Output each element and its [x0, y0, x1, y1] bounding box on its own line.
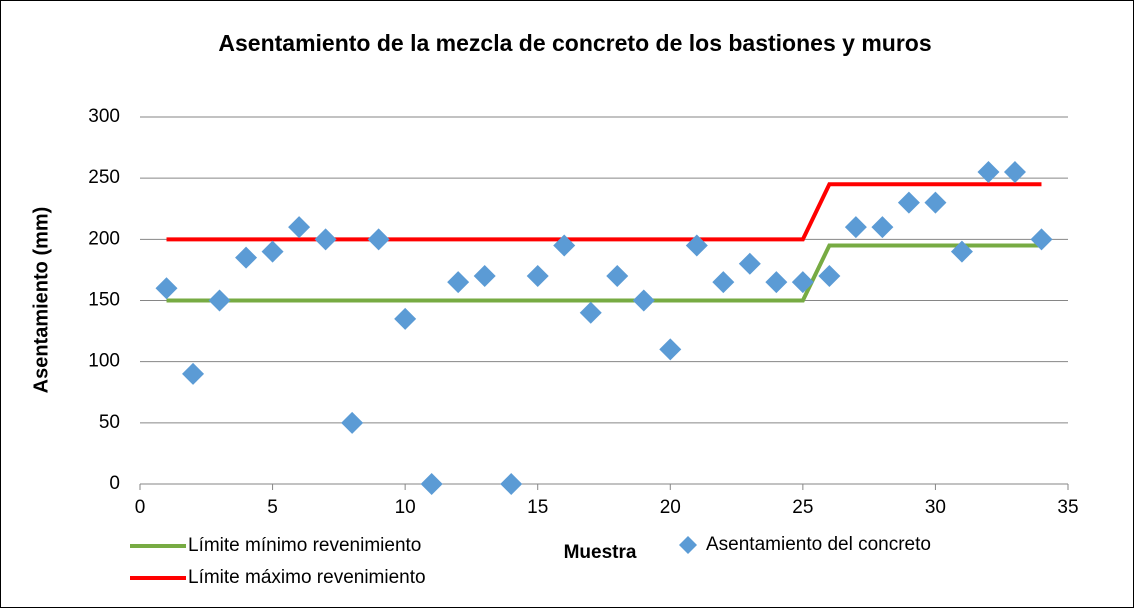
x-tick-label: 30 — [925, 497, 946, 518]
data-point — [977, 161, 1000, 184]
series-line — [166, 182, 1042, 242]
series-line — [166, 243, 1042, 303]
x-tick-label: 5 — [267, 497, 278, 518]
y-tick-label: 150 — [88, 290, 120, 311]
data-point — [341, 411, 364, 434]
data-point — [500, 473, 523, 495]
data-point — [738, 252, 761, 275]
y-tick-label: 100 — [88, 351, 120, 372]
data-point — [420, 473, 443, 495]
x-tick-label: 35 — [1057, 497, 1078, 518]
y-axis-title: Asentamiento (mm) — [30, 207, 52, 394]
y-tick-label: 300 — [88, 106, 120, 127]
y-tick-label: 0 — [109, 473, 120, 494]
data-point — [261, 240, 284, 263]
x-tick-label: 25 — [792, 497, 813, 518]
data-point — [685, 234, 708, 257]
data-point — [871, 216, 894, 239]
data-point — [606, 265, 629, 288]
data-point — [950, 240, 973, 263]
data-point — [791, 271, 814, 294]
data-point — [155, 277, 178, 300]
data-point — [897, 191, 920, 214]
legend-label: Asentamiento del concreto — [706, 534, 931, 555]
data-point — [288, 216, 311, 239]
chart-title: Asentamiento de la mezcla de concreto de… — [218, 30, 932, 56]
data-point — [924, 191, 947, 214]
data-point — [1030, 228, 1053, 251]
legend-swatch — [679, 536, 697, 554]
data-point — [367, 228, 390, 251]
x-axis-title: Muestra — [564, 542, 637, 563]
y-tick-label: 200 — [88, 228, 120, 249]
y-tick-label: 50 — [99, 412, 120, 433]
data-point — [394, 307, 417, 330]
x-tick-label: 15 — [527, 497, 548, 518]
data-point — [579, 301, 602, 324]
data-point — [818, 265, 841, 288]
data-point — [765, 271, 788, 294]
data-point — [182, 362, 205, 385]
x-tick-label: 0 — [135, 497, 146, 518]
data-point — [208, 289, 231, 312]
x-tick-label: 10 — [395, 497, 416, 518]
data-point — [526, 265, 549, 288]
data-point — [553, 234, 576, 257]
legend-label: Límite máximo revenimiento — [188, 567, 426, 588]
y-tick-label: 250 — [88, 167, 120, 188]
data-point — [473, 265, 496, 288]
data-point — [235, 246, 258, 269]
legend-label: Límite mínimo revenimiento — [188, 535, 421, 556]
data-point — [1003, 161, 1026, 184]
data-point — [447, 271, 470, 294]
x-tick-label: 20 — [660, 497, 681, 518]
data-point — [712, 271, 735, 294]
data-point — [844, 216, 867, 239]
data-point — [314, 228, 337, 251]
data-point — [632, 289, 655, 312]
data-point — [659, 338, 682, 361]
